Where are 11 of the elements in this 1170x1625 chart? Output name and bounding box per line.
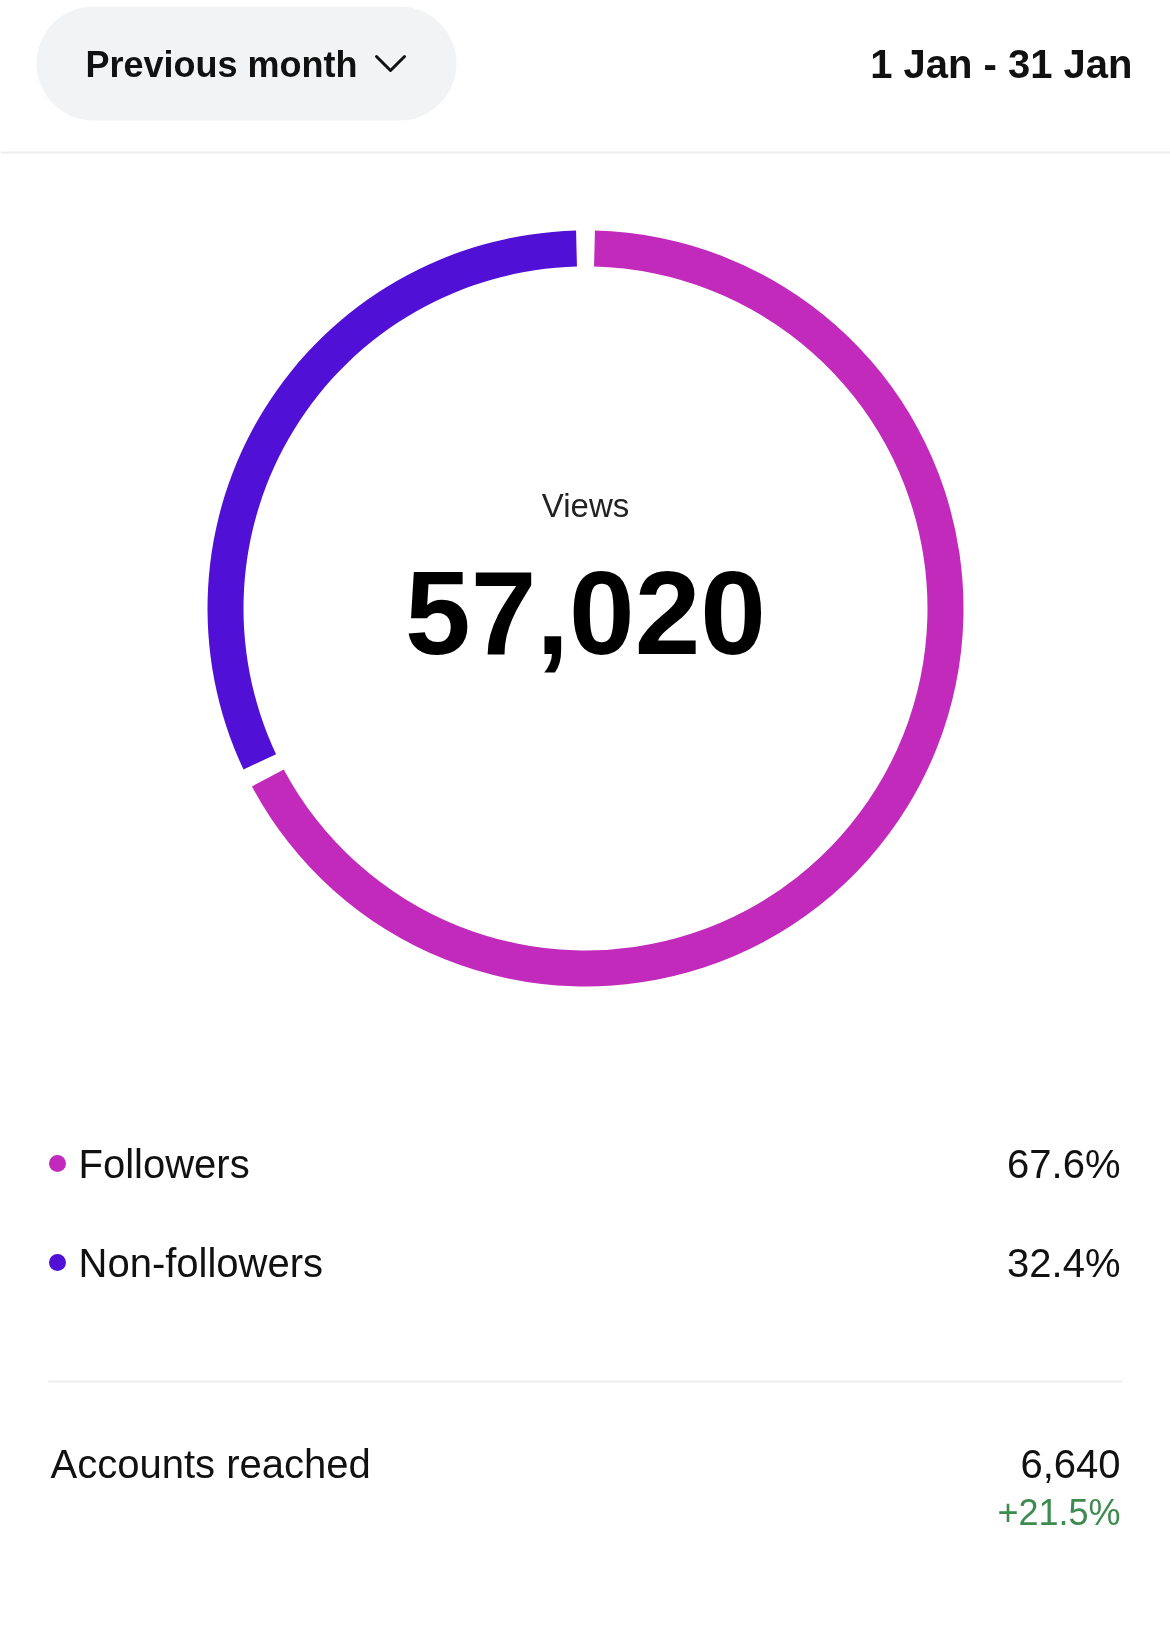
legend-label: Non-followers [78, 1240, 324, 1285]
text: Previous month [85, 44, 358, 85]
text: 6,640 [1020, 1441, 1121, 1486]
text: 57,020 [405, 546, 766, 679]
text: +21.5% [997, 1492, 1121, 1533]
data-label: 32.4% [1007, 1240, 1121, 1285]
text: Accounts reached [50, 1441, 371, 1486]
data-label: 67.6% [1007, 1141, 1121, 1186]
text: Views [541, 487, 630, 524]
legend-label: Followers [78, 1141, 250, 1186]
text: 1 Jan - 31 Jan [870, 41, 1133, 86]
